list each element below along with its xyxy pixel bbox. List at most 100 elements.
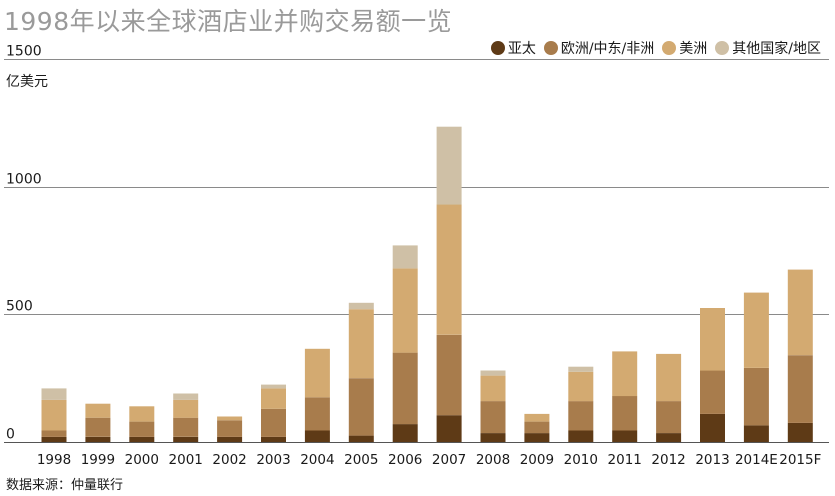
bar-other-2006 (392, 245, 418, 269)
bar-group-1998 (41, 388, 67, 442)
bar-americas-2001 (173, 399, 199, 418)
bar-emea-2000 (129, 421, 155, 437)
legend: 亚太 欧洲/中东/非洲 美洲 其他国家/地区 (483, 38, 821, 58)
legend-label-emea: 欧洲/中东/非洲 (560, 41, 655, 57)
legend-swatch-emea (543, 41, 558, 55)
bar-group-2009 (524, 413, 550, 442)
bar-asia-2004 (304, 430, 330, 442)
bar-asia-2001 (173, 436, 199, 442)
bar-emea-2004 (304, 397, 330, 431)
bar-asia-2011 (612, 430, 638, 442)
bar-layer (41, 126, 813, 442)
x-tick-label-2009: 2009 (520, 452, 554, 468)
bar-emea-1998 (41, 430, 67, 437)
x-tick-label-2000: 2000 (125, 452, 159, 468)
x-tick-label-2007: 2007 (432, 452, 466, 468)
x-tick-label-2014E: 2014E (735, 452, 778, 468)
bar-other-2001 (173, 393, 199, 400)
x-tick-label-2004: 2004 (300, 452, 334, 468)
x-tick-label-2015F: 2015F (779, 452, 821, 468)
x-tick-label-2012: 2012 (651, 452, 685, 468)
bar-americas-1999 (85, 403, 111, 418)
bar-group-2006 (392, 245, 418, 442)
bar-other-2003 (261, 384, 286, 389)
bar-group-2007 (436, 126, 462, 442)
bar-asia-2012 (656, 433, 682, 442)
bar-emea-2003 (261, 408, 286, 437)
legend-label-other: 其他国家/地区 (732, 41, 821, 57)
bar-emea-2006 (392, 352, 418, 425)
bar-emea-2002 (217, 420, 243, 437)
bar-group-2011 (612, 351, 638, 442)
bar-emea-2014E (743, 368, 769, 426)
bar-group-2004 (304, 348, 330, 442)
y-tick-label-1000: 1000 (6, 172, 42, 188)
x-tick-label-2001: 2001 (169, 452, 203, 468)
bar-group-2012 (656, 353, 682, 442)
source-note: 数据来源：仲量联行 (6, 478, 124, 493)
x-tick-label-2003: 2003 (256, 452, 290, 468)
bar-americas-2000 (129, 406, 155, 422)
bar-asia-2005 (348, 435, 374, 442)
grid-layer: 0 500 1000 1500 (4, 44, 829, 443)
bar-americas-2007 (436, 204, 462, 335)
bar-emea-2009 (524, 421, 550, 434)
x-tick-label-2011: 2011 (608, 452, 642, 468)
bar-americas-2003 (261, 388, 286, 409)
bar-americas-2012 (656, 353, 682, 402)
bar-group-2013 (700, 308, 725, 442)
x-tick-label-2013: 2013 (695, 452, 729, 468)
bar-other-2008 (480, 370, 506, 376)
bar-other-1998 (41, 388, 67, 400)
legend-swatch-americas (662, 41, 677, 55)
bar-group-2002 (217, 416, 243, 442)
bar-group-2005 (348, 302, 374, 442)
bar-americas-2015F (787, 269, 813, 356)
bar-emea-2015F (787, 355, 813, 423)
bar-americas-2013 (700, 308, 725, 371)
bar-americas-2014E (743, 292, 769, 368)
x-tick-label-2010: 2010 (564, 452, 598, 468)
bar-other-2005 (348, 302, 374, 310)
bar-asia-2013 (700, 413, 725, 442)
y-axis-unit-label: 亿美元 (6, 74, 48, 90)
legend-item-americas: 美洲 (662, 38, 707, 58)
bar-americas-2008 (480, 375, 506, 402)
x-tick-label-2006: 2006 (388, 452, 422, 468)
bar-americas-2005 (348, 309, 374, 379)
x-tick-label-2002: 2002 (212, 452, 246, 468)
bar-americas-2009 (524, 413, 550, 422)
x-tick-layer: 1998 1999 2000 2001 2002 2003 2004 2005 2006 2007… (37, 452, 822, 468)
bar-group-2010 (568, 366, 594, 442)
x-tick-label-1998: 1998 (37, 452, 71, 468)
chart-title: 1998年以来全球酒店业并购交易额一览 (4, 7, 453, 36)
x-tick-label-2008: 2008 (476, 452, 510, 468)
bar-emea-2008 (480, 401, 506, 433)
bar-americas-2004 (304, 348, 330, 398)
bar-americas-2011 (612, 351, 638, 397)
bar-group-1999 (85, 403, 111, 442)
legend-swatch-other (715, 41, 730, 55)
bar-asia-2014E (743, 425, 769, 442)
bar-group-2001 (173, 393, 199, 442)
bar-emea-2012 (656, 401, 682, 433)
bar-asia-2008 (480, 433, 506, 442)
bar-other-2010 (568, 366, 594, 372)
bar-asia-2009 (524, 433, 550, 442)
y-tick-label-0: 0 (6, 427, 15, 443)
bar-asia-1999 (85, 436, 111, 442)
bar-emea-2007 (436, 334, 462, 416)
bar-americas-1998 (41, 399, 67, 431)
bar-group-2015F (787, 269, 813, 442)
bar-asia-2006 (392, 424, 418, 442)
bar-americas-2010 (568, 371, 594, 402)
bar-asia-2003 (261, 436, 286, 442)
bar-emea-2010 (568, 401, 594, 431)
legend-swatch-asia (490, 41, 505, 55)
bar-asia-2015F (787, 422, 813, 442)
legend-item-asia: 亚太 (490, 38, 536, 58)
bar-asia-2010 (568, 430, 594, 442)
bar-emea-2005 (348, 378, 374, 436)
bar-asia-2002 (217, 436, 243, 442)
